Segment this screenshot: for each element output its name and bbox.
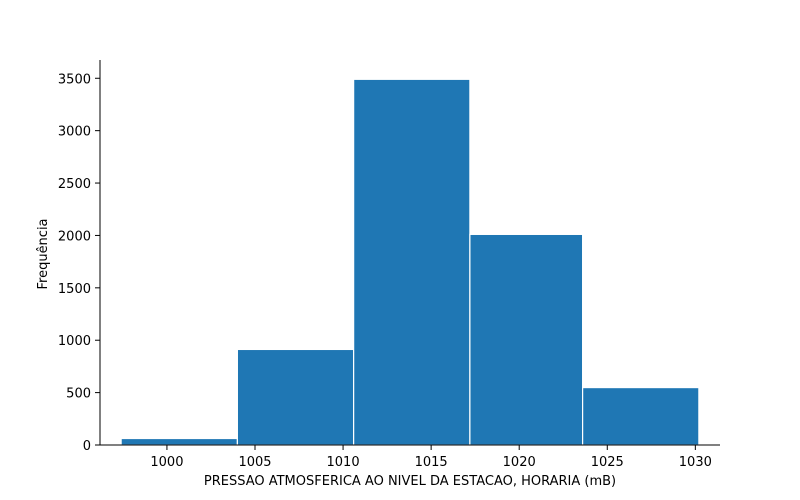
x-tick-label: 1010 — [327, 455, 360, 470]
x-axis-label: PRESSAO ATMOSFERICA AO NIVEL DA ESTACAO,… — [204, 474, 616, 489]
y-tick-label: 3500 — [58, 72, 91, 87]
y-tick-label: 1500 — [58, 282, 91, 297]
x-tick-label: 1025 — [591, 455, 624, 470]
axes-group: 1000 1005 1010 1015 1020 1025 1030 0 500 1000 1500… — [58, 60, 720, 470]
histogram-bar-2 — [236, 348, 355, 446]
y-tick-label: 3000 — [58, 125, 91, 140]
x-tick-label: 1020 — [503, 455, 536, 470]
histogram-bar-1 — [120, 437, 238, 446]
y-axis-label: Frequência — [36, 218, 51, 289]
x-tick-label: 1005 — [238, 455, 271, 470]
y-tick-label: 2000 — [58, 229, 91, 244]
x-tick-label: 1015 — [415, 455, 448, 470]
x-tick-label: 1000 — [150, 455, 183, 470]
histogram-bar-4 — [469, 233, 584, 446]
y-tick-label: 0 — [83, 439, 91, 454]
y-tick-label: 2500 — [58, 177, 91, 192]
bars-group — [120, 78, 700, 446]
histogram-bar-3 — [353, 78, 471, 446]
x-tick-label: 1030 — [679, 455, 712, 470]
y-tick-label: 1000 — [58, 334, 91, 349]
y-tick-label: 500 — [66, 387, 91, 402]
histogram-bar-5 — [582, 386, 700, 446]
